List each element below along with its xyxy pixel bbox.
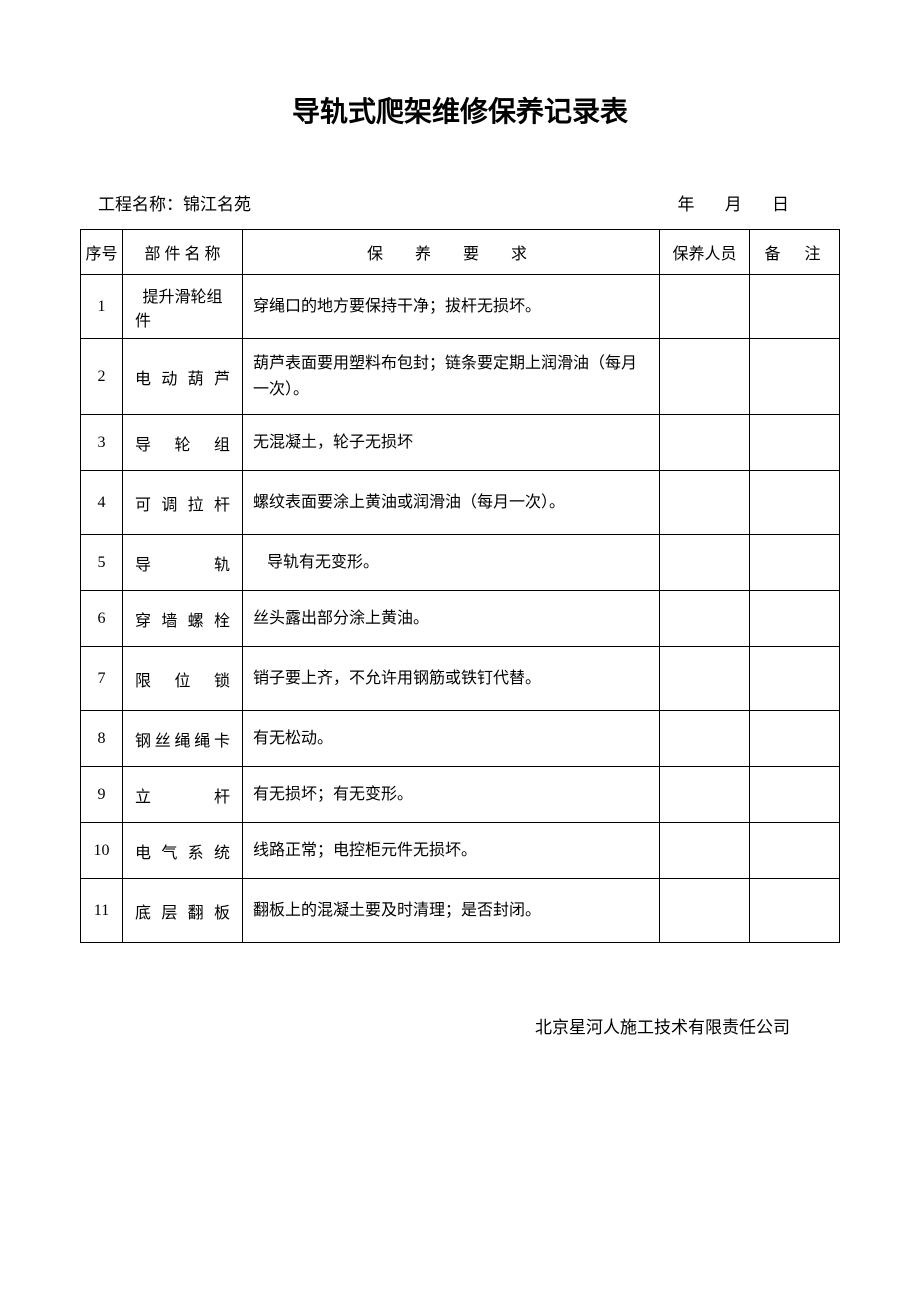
- date-line: 年 月 日: [678, 190, 831, 215]
- cell-personnel: [660, 471, 750, 535]
- cell-remark: [750, 275, 840, 339]
- cell-seq: 5: [81, 535, 123, 591]
- cell-personnel: [660, 647, 750, 711]
- cell-req: 螺纹表面要涂上黄油或润滑油（每月一次）。: [243, 471, 660, 535]
- cell-remark: [750, 415, 840, 471]
- cell-remark: [750, 767, 840, 823]
- table-row: 2电 动 葫 芦葫芦表面要用塑料布包封；链条要定期上润滑油（每月一次）。: [81, 339, 840, 415]
- cell-remark: [750, 711, 840, 767]
- cell-personnel: [660, 823, 750, 879]
- cell-seq: 7: [81, 647, 123, 711]
- cell-part: 钢丝绳绳卡: [123, 711, 243, 767]
- cell-req: 线路正常；电控柜元件无损坏。: [243, 823, 660, 879]
- header-req: 保 养 要 求: [243, 230, 660, 275]
- table-body: 1提升滑轮组件穿绳口的地方要保持干净；拔杆无损坏。2电 动 葫 芦葫芦表面要用塑…: [81, 275, 840, 943]
- cell-req: 销子要上齐，不允许用钢筋或铁钉代替。: [243, 647, 660, 711]
- table-row: 11底 层 翻 板翻板上的混凝土要及时清理；是否封闭。: [81, 879, 840, 943]
- cell-personnel: [660, 879, 750, 943]
- cell-personnel: [660, 339, 750, 415]
- cell-seq: 4: [81, 471, 123, 535]
- cell-req: 翻板上的混凝土要及时清理；是否封闭。: [243, 879, 660, 943]
- page-title: 导轨式爬架维修保养记录表: [80, 90, 840, 130]
- cell-part: 可 调 拉 杆: [123, 471, 243, 535]
- cell-part: 穿 墙 螺 栓: [123, 591, 243, 647]
- cell-req: 穿绳口的地方要保持干净；拔杆无损坏。: [243, 275, 660, 339]
- cell-part: 电 气 系 统: [123, 823, 243, 879]
- cell-req: 丝头露出部分涂上黄油。: [243, 591, 660, 647]
- header-part: 部 件 名 称: [123, 230, 243, 275]
- cell-seq: 11: [81, 879, 123, 943]
- header-personnel: 保养人员: [660, 230, 750, 275]
- cell-personnel: [660, 275, 750, 339]
- cell-part: 导 轮 组: [123, 415, 243, 471]
- table-row: 9立 杆有无损坏；有无变形。: [81, 767, 840, 823]
- cell-remark: [750, 823, 840, 879]
- cell-part: 导 轨: [123, 535, 243, 591]
- project-label: 工程名称：: [98, 195, 183, 214]
- cell-part: 立 杆: [123, 767, 243, 823]
- header-seq: 序号: [81, 230, 123, 275]
- cell-req: 导轨有无变形。: [243, 535, 660, 591]
- cell-personnel: [660, 591, 750, 647]
- cell-seq: 2: [81, 339, 123, 415]
- project-value: 锦江名苑: [183, 195, 251, 214]
- table-row: 4可 调 拉 杆螺纹表面要涂上黄油或润滑油（每月一次）。: [81, 471, 840, 535]
- cell-personnel: [660, 535, 750, 591]
- cell-req: 有无松动。: [243, 711, 660, 767]
- date-day: 日: [772, 190, 790, 215]
- cell-part: 电 动 葫 芦: [123, 339, 243, 415]
- cell-seq: 1: [81, 275, 123, 339]
- table-header-row: 序号 部 件 名 称 保 养 要 求 保养人员 备 注: [81, 230, 840, 275]
- table-row: 10电 气 系 统线路正常；电控柜元件无损坏。: [81, 823, 840, 879]
- table-row: 8钢丝绳绳卡有无松动。: [81, 711, 840, 767]
- cell-req: 葫芦表面要用塑料布包封；链条要定期上润滑油（每月一次）。: [243, 339, 660, 415]
- cell-remark: [750, 471, 840, 535]
- cell-remark: [750, 591, 840, 647]
- cell-part: 限 位 锁: [123, 647, 243, 711]
- cell-personnel: [660, 415, 750, 471]
- table-row: 5导 轨导轨有无变形。: [81, 535, 840, 591]
- cell-seq: 6: [81, 591, 123, 647]
- sub-header: 工程名称：锦江名苑 年 月 日: [80, 190, 840, 229]
- cell-remark: [750, 535, 840, 591]
- maintenance-table: 序号 部 件 名 称 保 养 要 求 保养人员 备 注 1提升滑轮组件穿绳口的地…: [80, 229, 840, 943]
- cell-part: 底 层 翻 板: [123, 879, 243, 943]
- cell-req: 无混凝土，轮子无损坏: [243, 415, 660, 471]
- cell-seq: 10: [81, 823, 123, 879]
- header-remark: 备 注: [750, 230, 840, 275]
- table-row: 1提升滑轮组件穿绳口的地方要保持干净；拔杆无损坏。: [81, 275, 840, 339]
- cell-remark: [750, 879, 840, 943]
- cell-req: 有无损坏；有无变形。: [243, 767, 660, 823]
- table-row: 6穿 墙 螺 栓丝头露出部分涂上黄油。: [81, 591, 840, 647]
- cell-personnel: [660, 711, 750, 767]
- cell-seq: 8: [81, 711, 123, 767]
- cell-part: 提升滑轮组件: [123, 275, 243, 339]
- table-row: 3导 轮 组无混凝土，轮子无损坏: [81, 415, 840, 471]
- cell-seq: 3: [81, 415, 123, 471]
- project-name: 工程名称：锦江名苑: [98, 190, 251, 215]
- footer-company: 北京星河人施工技术有限责任公司: [80, 1013, 840, 1038]
- date-year: 年: [678, 190, 696, 215]
- cell-remark: [750, 647, 840, 711]
- cell-remark: [750, 339, 840, 415]
- cell-seq: 9: [81, 767, 123, 823]
- cell-personnel: [660, 767, 750, 823]
- date-month: 月: [725, 190, 743, 215]
- table-row: 7限 位 锁销子要上齐，不允许用钢筋或铁钉代替。: [81, 647, 840, 711]
